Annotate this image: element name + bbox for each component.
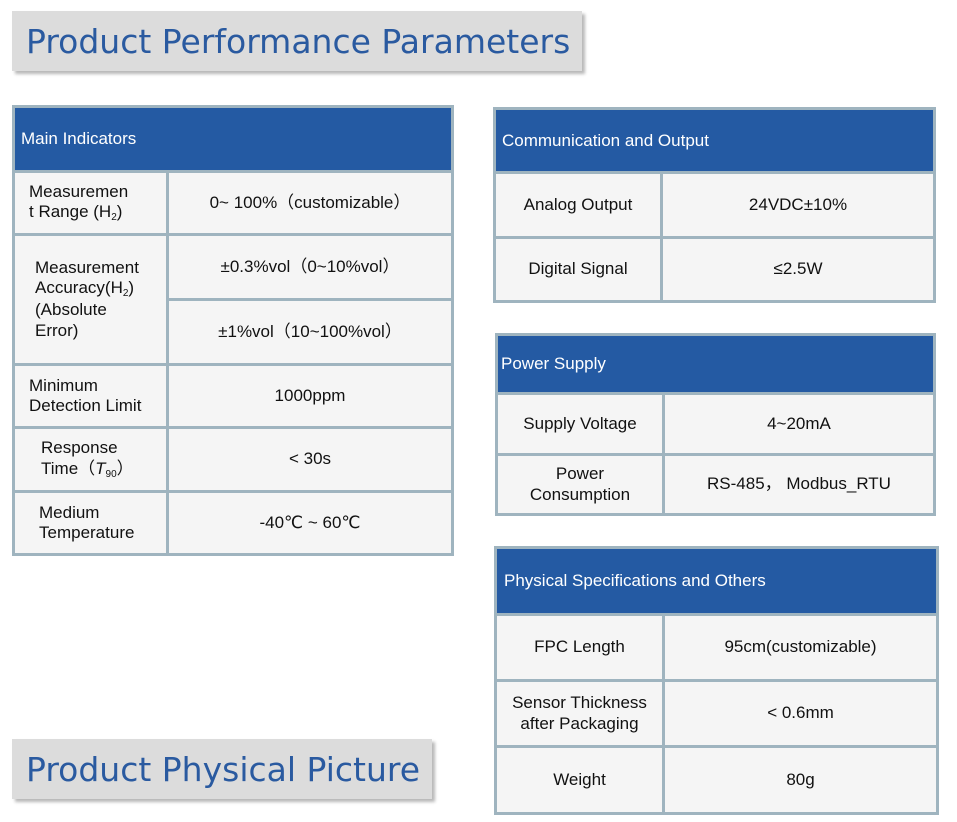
medium-label-line2: Temperature xyxy=(39,523,135,542)
digital-signal-value: ≤2.5W xyxy=(663,239,933,300)
medium-value: -40℃ ~ 60℃ xyxy=(169,493,451,553)
physical-specs-table: Physical Specifications and Others FPC L… xyxy=(494,546,939,815)
table-row: Medium Temperature -40℃ ~ 60℃ xyxy=(15,493,451,553)
sensor-thickness-label-line2: after Packaging xyxy=(520,713,639,733)
table-row: Power Consumption RS-485， Modbus_RTU xyxy=(498,456,933,513)
table-row: Response Time（T90） < 30s xyxy=(15,429,451,490)
accuracy-label-line1: Measurement xyxy=(35,257,139,277)
digital-signal-label: Digital Signal xyxy=(496,239,660,300)
accuracy-label-line3: (Absolute xyxy=(35,300,107,320)
accuracy-value-high: ±1%vol（10~100%vol） xyxy=(169,301,451,363)
picture-banner: Product Physical Picture xyxy=(12,739,432,799)
table-row: Measurement Accuracy(H2) (Absolute Error… xyxy=(15,236,451,363)
main-indicators-table: Main Indicators Measuremen t Range (H2) … xyxy=(12,105,454,556)
accuracy-value-low: ±0.3%vol（0~10%vol） xyxy=(169,236,451,298)
table-row: Analog Output 24VDC±10% xyxy=(496,174,933,236)
table-row: Sensor Thickness after Packaging < 0.6mm xyxy=(497,682,936,745)
range-label-line2: t Range (H2) xyxy=(29,202,123,224)
sensor-thickness-label: Sensor Thickness after Packaging xyxy=(497,682,662,745)
table-row: Minimum Detection Limit 1000ppm xyxy=(15,366,451,426)
response-label-line1: Response xyxy=(41,438,118,458)
supply-voltage-label: Supply Voltage xyxy=(498,395,662,453)
supply-voltage-value: 4~20mA xyxy=(665,395,933,453)
power-supply-header-text: Power Supply xyxy=(501,354,606,373)
power-consumption-label: Power Consumption xyxy=(498,456,662,513)
communication-header: Communication and Output xyxy=(496,110,933,171)
main-indicators-header-text: Main Indicators xyxy=(21,129,137,148)
power-supply-header: Power Supply xyxy=(498,336,933,392)
table-row: FPC Length 95cm(customizable) xyxy=(497,616,936,679)
sensor-thickness-label-line1: Sensor Thickness xyxy=(512,693,647,713)
table-row: Supply Voltage 4~20mA xyxy=(498,395,933,453)
performance-title: Product Performance Parameters xyxy=(26,21,571,61)
medium-label-line1: Medium xyxy=(39,502,100,522)
accuracy-values: ±0.3%vol（0~10%vol） ±1%vol（10~100%vol） xyxy=(169,236,451,363)
detection-label: Minimum Detection Limit xyxy=(15,366,166,426)
picture-title: Product Physical Picture xyxy=(26,749,421,789)
analog-output-value: 24VDC±10% xyxy=(663,174,933,236)
power-consumption-label-line2: Consumption xyxy=(529,484,631,504)
fpc-length-label: FPC Length xyxy=(497,616,662,679)
weight-value: 80g xyxy=(665,748,936,812)
power-consumption-label-line1: Power xyxy=(555,464,605,484)
power-consumption-value: RS-485， Modbus_RTU xyxy=(665,456,933,513)
physical-specs-header: Physical Specifications and Others xyxy=(497,549,936,613)
response-label-line2: Time（T90） xyxy=(41,458,134,480)
performance-banner: Product Performance Parameters xyxy=(12,11,582,71)
communication-table: Communication and Output Analog Output 2… xyxy=(493,107,936,303)
accuracy-label-line4: Error) xyxy=(35,320,79,340)
communication-header-text: Communication and Output xyxy=(502,130,709,150)
medium-label: Medium Temperature xyxy=(15,493,166,553)
table-row: Digital Signal ≤2.5W xyxy=(496,239,933,300)
response-label: Response Time（T90） xyxy=(15,429,166,490)
analog-output-label: Analog Output xyxy=(496,174,660,236)
fpc-length-value: 95cm(customizable) xyxy=(665,616,936,679)
accuracy-label-line2: Accuracy(H2) xyxy=(35,278,135,300)
weight-label: Weight xyxy=(497,748,662,812)
range-value: 0~ 100%（customizable） xyxy=(169,173,451,233)
accuracy-label: Measurement Accuracy(H2) (Absolute Error… xyxy=(15,236,166,363)
detection-label-line2: Detection Limit xyxy=(29,396,142,415)
physical-specs-header-text: Physical Specifications and Others xyxy=(504,571,766,590)
sensor-thickness-value: < 0.6mm xyxy=(665,682,936,745)
range-label: Measuremen t Range (H2) xyxy=(15,173,166,233)
power-supply-table: Power Supply Supply Voltage 4~20mA Power… xyxy=(495,333,936,516)
table-row: Weight 80g xyxy=(497,748,936,812)
detection-label-line1: Minimum xyxy=(29,375,98,395)
table-row: Measuremen t Range (H2) 0~ 100%（customiz… xyxy=(15,173,451,233)
main-indicators-header: Main Indicators xyxy=(15,108,451,170)
response-value: < 30s xyxy=(169,429,451,490)
range-label-line1: Measuremen xyxy=(29,181,129,201)
detection-value: 1000ppm xyxy=(169,366,451,426)
